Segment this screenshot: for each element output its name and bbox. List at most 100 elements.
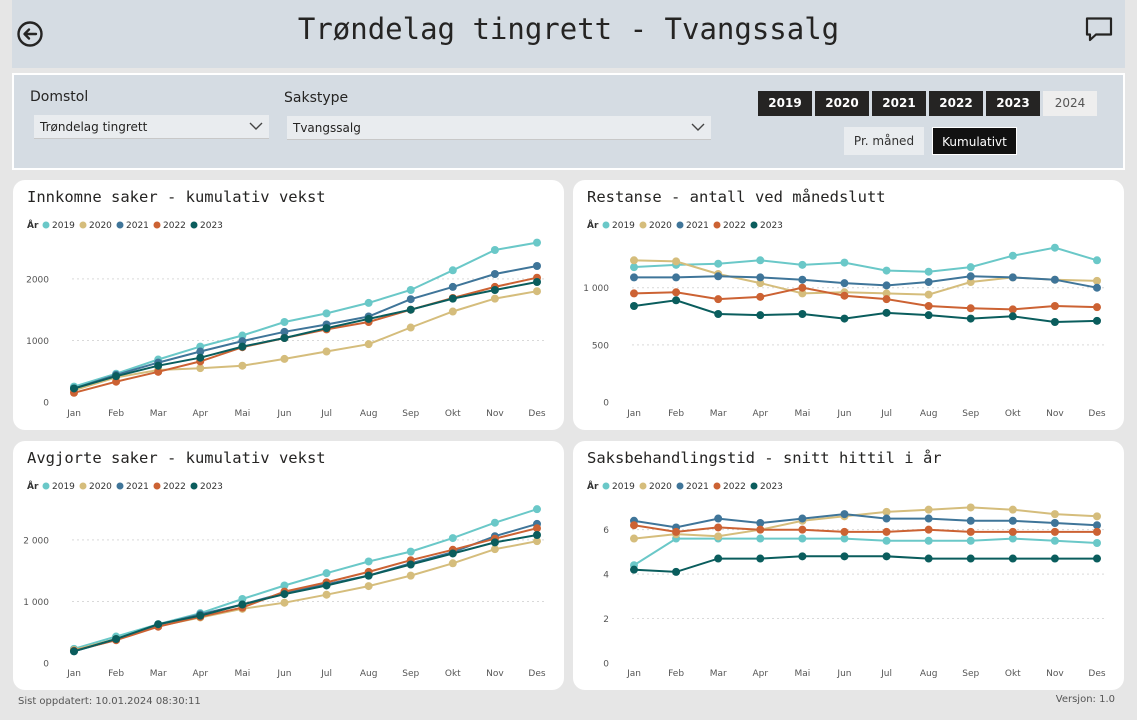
data-point-2023[interactable] — [70, 384, 78, 393]
data-point-2021[interactable] — [966, 516, 975, 525]
year-button-2023[interactable]: 2023 — [986, 91, 1040, 116]
data-point-2022[interactable] — [756, 525, 765, 534]
data-point-2021[interactable] — [756, 519, 765, 527]
legend-label[interactable]: 2020 — [649, 482, 672, 492]
data-point-2019[interactable] — [756, 534, 765, 543]
data-point-2019[interactable] — [924, 536, 933, 545]
data-point-2021[interactable] — [630, 273, 638, 282]
data-point-2019[interactable] — [322, 569, 331, 578]
data-point-2023[interactable] — [966, 314, 975, 323]
data-point-2019[interactable] — [966, 536, 975, 545]
data-point-2022[interactable] — [924, 525, 933, 534]
legend-label[interactable]: 2022 — [163, 221, 186, 231]
year-button-2019[interactable]: 2019 — [758, 91, 812, 116]
data-point-2022[interactable] — [1093, 303, 1101, 312]
data-point-2020[interactable] — [882, 507, 891, 516]
data-point-2021[interactable] — [490, 270, 499, 278]
year-button-2024[interactable]: 2024 — [1043, 91, 1097, 116]
data-point-2020[interactable] — [406, 323, 415, 332]
data-point-2021[interactable] — [1008, 516, 1017, 525]
data-point-2019[interactable] — [966, 263, 975, 272]
data-point-2023[interactable] — [70, 647, 78, 656]
data-point-2023[interactable] — [238, 600, 247, 609]
back-arrow-icon[interactable] — [16, 20, 44, 48]
data-point-2019[interactable] — [280, 318, 289, 326]
data-point-2020[interactable] — [966, 278, 975, 286]
data-point-2019[interactable] — [630, 263, 638, 272]
data-point-2021[interactable] — [672, 273, 681, 282]
data-point-2022[interactable] — [966, 304, 975, 313]
legend-label[interactable]: 2023 — [200, 482, 223, 492]
data-point-2023[interactable] — [406, 305, 415, 314]
data-point-2019[interactable] — [1093, 539, 1101, 547]
data-point-2019[interactable] — [322, 309, 331, 318]
data-point-2020[interactable] — [490, 294, 499, 303]
data-point-2021[interactable] — [798, 514, 807, 523]
data-point-2022[interactable] — [1008, 527, 1017, 536]
data-point-2023[interactable] — [1093, 554, 1101, 563]
legend-label[interactable]: 2020 — [649, 221, 672, 231]
data-point-2023[interactable] — [280, 590, 289, 599]
data-point-2022[interactable] — [1008, 305, 1017, 314]
data-point-2023[interactable] — [756, 554, 765, 563]
data-point-2020[interactable] — [1050, 510, 1059, 519]
legend-label[interactable]: 2019 — [612, 221, 635, 231]
data-point-2023[interactable] — [966, 554, 975, 563]
data-point-2019[interactable] — [490, 518, 499, 527]
data-point-2020[interactable] — [238, 361, 247, 370]
data-point-2023[interactable] — [924, 554, 933, 563]
data-point-2023[interactable] — [196, 611, 205, 620]
data-point-2022[interactable] — [798, 283, 807, 292]
data-point-2020[interactable] — [756, 279, 765, 288]
data-point-2023[interactable] — [533, 278, 541, 286]
data-point-2023[interactable] — [672, 296, 681, 305]
data-point-2021[interactable] — [280, 327, 289, 336]
data-point-2023[interactable] — [1008, 554, 1017, 563]
data-point-2019[interactable] — [533, 238, 541, 247]
legend-label[interactable]: 2021 — [686, 482, 709, 492]
data-point-2020[interactable] — [798, 289, 807, 298]
data-point-2023[interactable] — [364, 571, 373, 580]
data-point-2020[interactable] — [322, 347, 331, 356]
data-point-2023[interactable] — [280, 334, 289, 342]
data-point-2019[interactable] — [1050, 243, 1059, 252]
data-point-2019[interactable] — [490, 246, 499, 254]
data-point-2022[interactable] — [714, 295, 723, 304]
legend-label[interactable]: 2021 — [126, 482, 149, 492]
data-point-2019[interactable] — [406, 286, 415, 294]
data-point-2021[interactable] — [238, 337, 247, 346]
data-point-2022[interactable] — [1093, 527, 1101, 536]
data-point-2020[interactable] — [630, 256, 638, 265]
data-point-2023[interactable] — [154, 620, 163, 629]
data-point-2021[interactable] — [882, 281, 891, 290]
legend-label[interactable]: 2021 — [686, 221, 709, 231]
data-point-2022[interactable] — [533, 524, 541, 533]
data-point-2023[interactable] — [756, 311, 765, 320]
legend-label[interactable]: 2023 — [760, 482, 783, 492]
data-point-2021[interactable] — [1050, 519, 1059, 527]
data-point-2023[interactable] — [714, 310, 723, 318]
data-point-2023[interactable] — [798, 552, 807, 561]
data-point-2021[interactable] — [714, 514, 723, 523]
data-point-2023[interactable] — [840, 314, 849, 323]
data-point-2019[interactable] — [1008, 251, 1017, 260]
data-point-2020[interactable] — [280, 598, 289, 607]
data-point-2022[interactable] — [154, 367, 163, 376]
data-point-2023[interactable] — [1008, 312, 1017, 321]
data-point-2019[interactable] — [798, 260, 807, 269]
data-point-2023[interactable] — [882, 552, 891, 561]
data-point-2022[interactable] — [672, 288, 681, 297]
data-point-2023[interactable] — [406, 560, 415, 569]
data-point-2019[interactable] — [1008, 534, 1017, 543]
data-point-2021[interactable] — [1050, 275, 1059, 284]
data-point-2022[interactable] — [924, 302, 933, 310]
data-point-2021[interactable] — [966, 272, 975, 281]
data-point-2020[interactable] — [1008, 505, 1017, 514]
data-point-2021[interactable] — [840, 510, 849, 519]
legend-label[interactable]: 2023 — [200, 221, 223, 231]
data-point-2020[interactable] — [406, 571, 415, 580]
data-point-2020[interactable] — [448, 307, 457, 316]
data-point-2023[interactable] — [630, 565, 638, 574]
data-point-2023[interactable] — [448, 294, 457, 303]
data-point-2021[interactable] — [924, 278, 933, 286]
